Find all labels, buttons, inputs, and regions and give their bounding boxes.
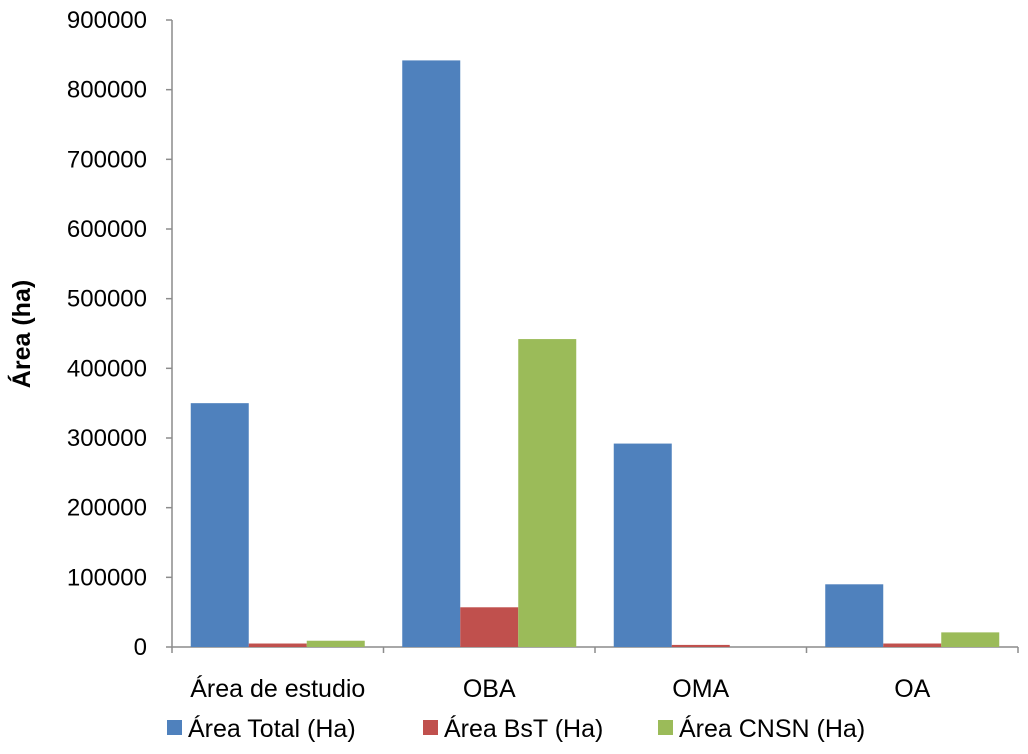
legend-label-1: Área BsT (Ha) (444, 714, 603, 743)
legend-label-0: Área Total (Ha) (188, 714, 356, 743)
y-tick-labels: 0 100000 200000 300000 400000 500000 600000 700… (67, 7, 147, 661)
y-tick-label: 0 (134, 634, 147, 661)
legend-swatch-2 (658, 720, 673, 735)
chart-legend: Área Total (Ha) Área BsT (Ha) Área CNSN (H… (167, 714, 865, 743)
bar-0-3 (825, 584, 884, 647)
legend-swatch-0 (167, 720, 182, 735)
y-tick-label: 300000 (67, 425, 147, 452)
x-category-label: OA (894, 675, 930, 703)
y-tick-label: 100000 (67, 564, 147, 591)
bar-2-3 (941, 632, 1000, 647)
y-axis-title: Área (ha) (7, 280, 36, 388)
x-category-label: OMA (672, 675, 729, 703)
bar-2-0 (306, 640, 365, 647)
x-category-label: Área de estudio (190, 674, 365, 703)
bar-1-0 (248, 643, 307, 647)
bar-0-1 (402, 60, 461, 647)
y-tick-label: 700000 (67, 146, 147, 173)
legend-label-2: Área CNSN (Ha) (679, 714, 865, 743)
x-category-label: OBA (463, 675, 516, 703)
bar-1-3 (883, 643, 942, 647)
y-tick-label: 400000 (67, 355, 147, 382)
legend-swatch-1 (423, 720, 438, 735)
chart-axes (166, 19, 1019, 653)
y-tick-label: 600000 (67, 216, 147, 243)
y-tick-label: 900000 (67, 7, 147, 34)
chart-bars (190, 60, 1000, 647)
category-labels: Área de estudio OBA OMA OA (190, 674, 930, 703)
y-tick-label: 800000 (67, 77, 147, 104)
bar-1-2 (671, 644, 730, 647)
bar-0-0 (190, 403, 249, 647)
y-tick-label: 200000 (67, 495, 147, 522)
bar-0-2 (613, 443, 672, 647)
y-tick-label: 500000 (67, 286, 147, 313)
bar-2-1 (518, 339, 577, 647)
bar-1-1 (460, 607, 519, 647)
